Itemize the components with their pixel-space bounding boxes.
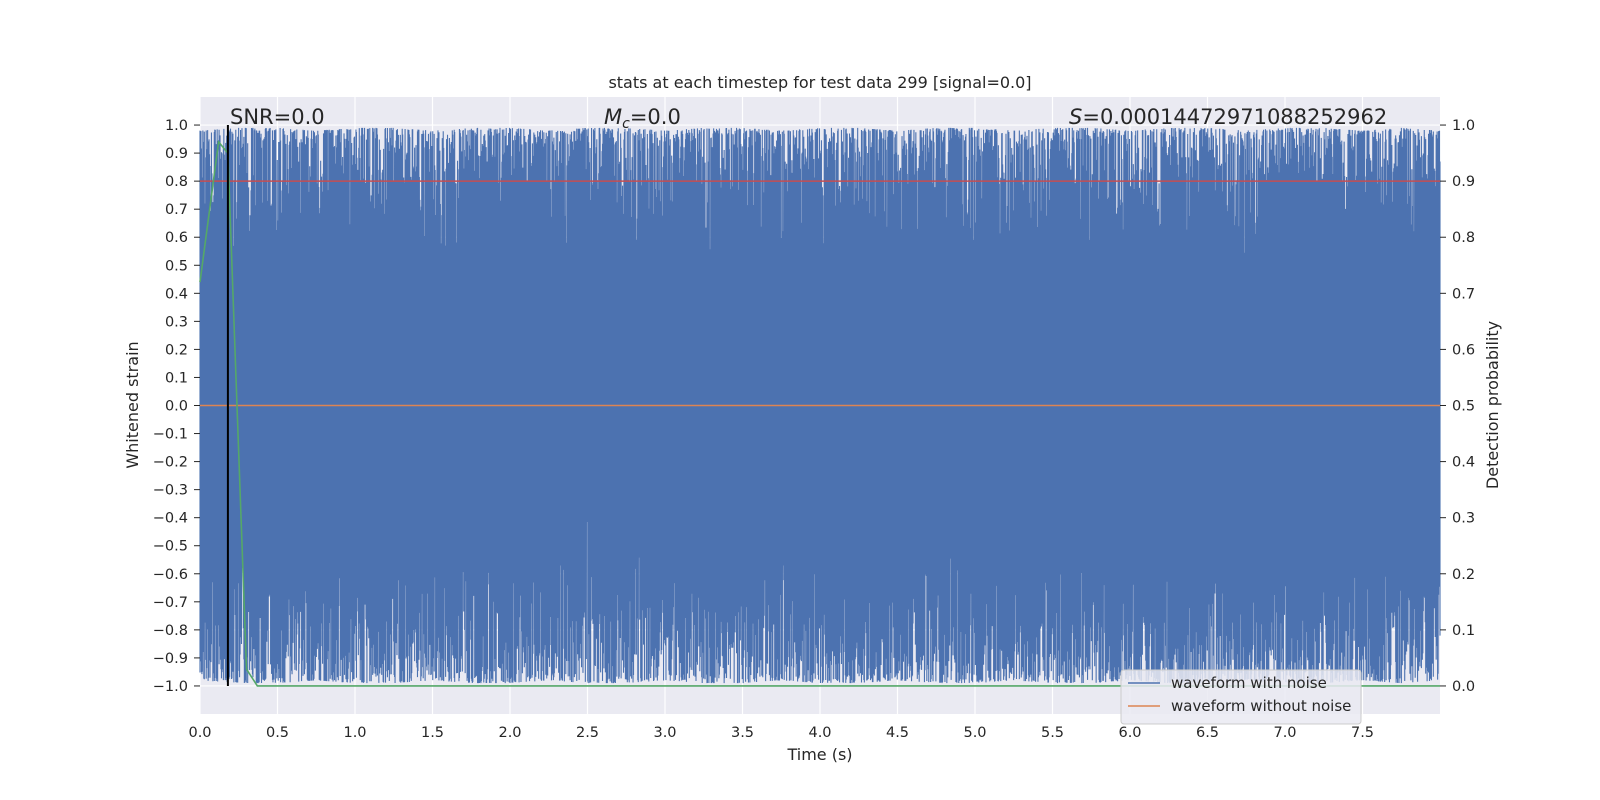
y-tick-label: 0.5 xyxy=(165,258,188,274)
x-tick-label: 5.5 xyxy=(1041,725,1064,741)
y-tick-label: 0.8 xyxy=(165,174,188,190)
x-tick-label: 0.5 xyxy=(266,725,289,741)
axis-ticks: 0.0 0.5 1.0 1.5 2.0 2.5 3.0 3.5 4.0 4.5 5.0 5.5 6.0 6… xyxy=(153,118,1475,741)
y-tick-label: −0.5 xyxy=(153,539,188,555)
y-tick-label: −0.6 xyxy=(153,567,188,583)
waveform-with-noise-series xyxy=(199,127,1441,684)
x-tick-label: 6.5 xyxy=(1196,725,1219,741)
chirp-mass-annotation: Mc=0.0 xyxy=(604,105,681,132)
y-tick-label: −0.1 xyxy=(153,427,188,443)
legend: waveform with noise waveform without noi… xyxy=(1120,669,1362,725)
y-tick-label: 1.0 xyxy=(165,118,188,134)
y-tick-label: −0.3 xyxy=(153,483,188,499)
x-tick-label: 2.0 xyxy=(498,725,521,741)
legend-label-clean: waveform without noise xyxy=(1171,697,1351,715)
y-tick-label: 0.2 xyxy=(165,342,188,358)
detection-probability-line xyxy=(199,139,1440,687)
y-tick-label: −1.0 xyxy=(153,679,188,695)
y-tick-label: 0.4 xyxy=(165,286,188,302)
y2-axis-label: Detection probability xyxy=(1483,321,1502,489)
y-axis-label: Whitened strain xyxy=(123,341,142,468)
y2-tick-label: 0.7 xyxy=(1452,286,1475,302)
y2-tick-label: 0.5 xyxy=(1452,399,1475,415)
y-tick-label: 0.3 xyxy=(165,314,188,330)
y2-tick-label: 0.0 xyxy=(1452,679,1475,695)
chart-title: stats at each timestep for test data 299… xyxy=(608,73,1031,92)
x-tick-label: 0.0 xyxy=(188,725,211,741)
x-tick-label: 4.5 xyxy=(886,725,909,741)
x-tick-label: 7.0 xyxy=(1273,725,1296,741)
y2-tick-label: 0.9 xyxy=(1452,174,1475,190)
y2-tick-label: 0.8 xyxy=(1452,230,1475,246)
x-tick-label: 1.5 xyxy=(421,725,444,741)
y2-tick-label: 0.4 xyxy=(1452,455,1475,471)
x-tick-label: 4.0 xyxy=(808,725,831,741)
x-tick-label: 6.0 xyxy=(1118,725,1141,741)
x-axis-label: Time (s) xyxy=(786,745,852,764)
y-tick-label: 0.6 xyxy=(165,230,188,246)
x-tick-label: 3.0 xyxy=(653,725,676,741)
snr-annotation: SNR=0.0 xyxy=(230,105,325,129)
y-tick-label: −0.8 xyxy=(153,623,188,639)
y2-tick-label: 0.2 xyxy=(1452,567,1475,583)
s-statistic-annotation: S=0.00014472971088252962 xyxy=(1069,105,1387,129)
y-tick-label: −0.2 xyxy=(153,455,188,471)
y-tick-label: 0.7 xyxy=(165,202,188,218)
y2-tick-label: 1.0 xyxy=(1452,118,1475,134)
y2-tick-label: 0.6 xyxy=(1452,342,1475,358)
y2-tick-label: 0.3 xyxy=(1452,511,1475,527)
y2-tick-label: 0.1 xyxy=(1452,623,1475,639)
legend-label-noise: waveform with noise xyxy=(1171,674,1327,692)
y-tick-label: −0.7 xyxy=(153,595,188,611)
x-tick-label: 2.5 xyxy=(576,725,599,741)
y-tick-label: −0.9 xyxy=(153,651,188,667)
legend-box xyxy=(1120,669,1362,725)
y-tick-label: 0.0 xyxy=(165,399,188,415)
waveform-with-noise-line xyxy=(199,127,1441,684)
y-tick-label: 0.1 xyxy=(165,370,188,386)
x-tick-label: 7.5 xyxy=(1351,725,1374,741)
y-tick-label: −0.4 xyxy=(153,511,188,527)
overlay-lines xyxy=(199,125,1440,687)
x-tick-label: 3.5 xyxy=(731,725,754,741)
x-tick-label: 1.0 xyxy=(343,725,366,741)
y-tick-label: 0.9 xyxy=(165,146,188,162)
x-tick-label: 5.0 xyxy=(963,725,986,741)
